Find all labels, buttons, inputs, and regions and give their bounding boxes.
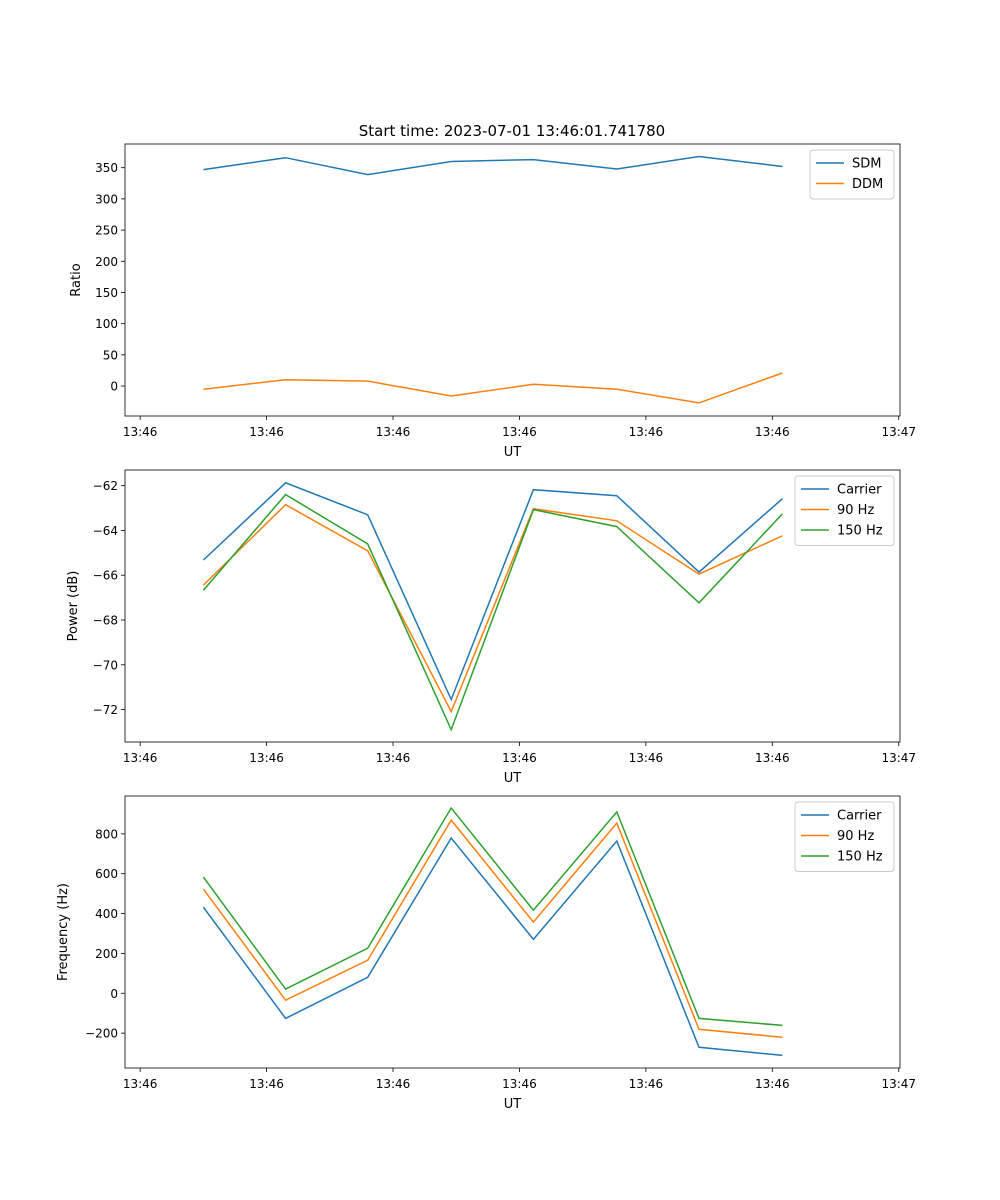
legend-label: 150 Hz: [837, 850, 883, 865]
x-tick-label: 13:47: [881, 1077, 916, 1091]
y-tick-label: 0: [110, 380, 118, 394]
x-tick-label: 13:46: [249, 1077, 284, 1091]
y-tick-label: −64: [93, 524, 118, 538]
y-tick-label: −200: [85, 1027, 118, 1041]
series-line-carrier: [202, 836, 783, 1057]
y-axis-label: Frequency (Hz): [56, 883, 71, 981]
series-line-90-hz: [202, 818, 783, 1039]
y-tick-label: 400: [95, 907, 118, 921]
series-line-carrier: [202, 481, 783, 702]
x-tick-label: 13:46: [376, 425, 411, 439]
y-tick-label: −62: [93, 479, 118, 493]
legend-label: 90 Hz: [837, 829, 874, 844]
x-tick-label: 13:46: [249, 751, 284, 765]
chart-title: Start time: 2023-07-01 13:46:01.741780: [359, 122, 665, 140]
subplot-2: 13:46 13:46 13:46 13:46 13:46 13:46 13:47 −72 −7…: [66, 469, 916, 786]
series-line-150-hz: [202, 806, 783, 1027]
y-tick-label: 200: [95, 947, 118, 961]
legend: Carrier 90 Hz 150 Hz: [794, 801, 895, 872]
y-tick-label: 200: [95, 255, 118, 269]
x-axis-label: UT: [504, 1097, 522, 1112]
x-tick-label: 13:46: [755, 751, 790, 765]
y-tick-label: 100: [95, 317, 118, 331]
legend-label: 90 Hz: [837, 503, 874, 518]
x-tick-label: 13:46: [502, 425, 537, 439]
y-tick-label: −70: [93, 658, 118, 672]
y-tick-label: 800: [95, 827, 118, 841]
legend-label: Carrier: [837, 483, 882, 498]
legend: Carrier 90 Hz 150 Hz: [794, 475, 895, 546]
y-tick-label: −72: [93, 703, 118, 717]
x-tick-label: 13:46: [755, 425, 790, 439]
x-tick-label: 13:46: [502, 751, 537, 765]
legend: SDM DDM: [809, 149, 895, 200]
axes-frame: [124, 143, 901, 417]
series-line-90-hz: [202, 503, 783, 714]
x-tick-label: 13:46: [123, 425, 158, 439]
x-tick-label: 13:46: [123, 751, 158, 765]
y-tick-label: 600: [95, 867, 118, 881]
axes-frame: [124, 469, 901, 743]
legend-box: [794, 475, 895, 546]
x-tick-label: 13:46: [629, 1077, 664, 1091]
y-tick-label: 350: [95, 161, 118, 175]
y-tick-label: 250: [95, 224, 118, 238]
series-line-sdm: [203, 155, 783, 176]
y-tick-label: 300: [95, 192, 118, 206]
legend-label: 150 Hz: [837, 524, 883, 539]
subplot-3: 13:46 13:46 13:46 13:46 13:46 13:46 13:47 −200 0…: [56, 795, 916, 1112]
y-tick-label: −68: [93, 613, 118, 627]
x-tick-label: 13:46: [755, 1077, 790, 1091]
x-tick-label: 13:46: [629, 425, 664, 439]
legend-label: DDM: [852, 177, 883, 192]
y-tick-label: 50: [103, 348, 118, 362]
axes-frame: [124, 795, 901, 1069]
x-tick-label: 13:46: [249, 425, 284, 439]
series-line-ddm: [203, 372, 783, 404]
legend-box: [794, 801, 895, 872]
y-tick-label: −66: [93, 569, 118, 583]
x-tick-label: 13:46: [123, 1077, 158, 1091]
y-tick-label: 0: [110, 987, 118, 1001]
x-axis-label: UT: [504, 771, 522, 786]
x-tick-label: 13:47: [881, 751, 916, 765]
x-tick-label: 13:46: [502, 1077, 537, 1091]
y-tick-label: 150: [95, 286, 118, 300]
x-tick-label: 13:46: [376, 1077, 411, 1091]
x-tick-label: 13:46: [376, 751, 411, 765]
y-axis-label: Power (dB): [66, 571, 81, 642]
legend-label: SDM: [852, 157, 881, 172]
x-tick-label: 13:46: [629, 751, 664, 765]
subplot-1: 13:46 13:46 13:46 13:46 13:46 13:46 13:47 0 50 10…: [69, 143, 916, 460]
x-axis-label: UT: [504, 445, 522, 460]
legend-label: Carrier: [837, 809, 882, 824]
y-axis-label: Ratio: [69, 263, 84, 296]
series-line-150-hz: [202, 493, 783, 732]
x-tick-label: 13:47: [881, 425, 916, 439]
